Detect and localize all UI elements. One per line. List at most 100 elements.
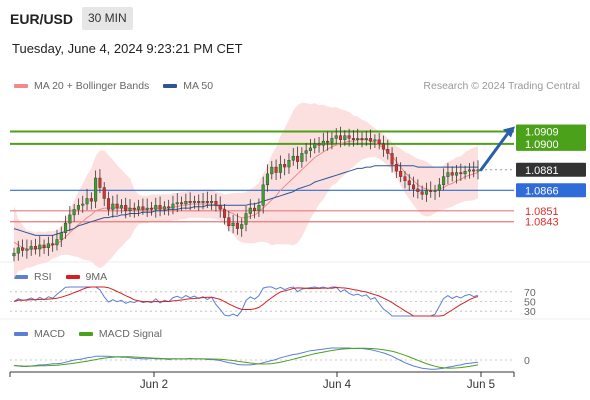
ma50-swatch <box>163 84 178 88</box>
candle-body <box>472 169 476 172</box>
candle-body <box>381 143 386 150</box>
candle-body <box>300 153 304 162</box>
candle-body <box>399 170 403 177</box>
macd-legend: MACD MACD Signal <box>14 328 162 340</box>
candle-body <box>227 217 231 227</box>
candle-body <box>416 188 420 192</box>
candle-body <box>59 232 63 240</box>
candle-body <box>55 239 59 246</box>
candle-body <box>145 207 149 210</box>
x-tick-label: Jun 5 <box>467 379 495 391</box>
candle-body <box>197 201 201 203</box>
candle-body <box>171 203 175 209</box>
candle-body <box>343 135 347 140</box>
candle-body <box>72 209 76 216</box>
candle-body <box>68 214 72 224</box>
candle-body <box>420 191 424 195</box>
level-label-1.0881: 1.0881 <box>525 165 559 177</box>
macd-swatch <box>14 332 28 336</box>
candle-body <box>351 138 355 140</box>
macd-signal-legend-label: MACD Signal <box>98 328 162 340</box>
forecast-arrow-head <box>503 126 515 138</box>
pair-title: EUR/USD <box>10 11 74 27</box>
candle-body <box>85 198 89 205</box>
candle-body <box>364 138 368 140</box>
candle-body <box>137 206 141 210</box>
level-label-1.0843: 1.0843 <box>525 217 559 229</box>
candle-body <box>308 147 312 151</box>
candle-body <box>274 166 278 173</box>
macd-line <box>13 347 479 370</box>
candle-body <box>115 203 119 209</box>
candle-body <box>390 153 394 165</box>
rsi-legend: RSI 9MA <box>14 271 107 283</box>
candle-body <box>265 173 270 186</box>
candle-body <box>102 187 106 199</box>
candle-body <box>33 246 38 250</box>
candle-body <box>141 206 145 210</box>
candle-body <box>81 203 85 206</box>
candle-body <box>12 252 16 257</box>
candle-body <box>180 202 184 205</box>
rsi-line <box>13 286 479 317</box>
level-label-bg-1.0900 <box>516 136 586 151</box>
candle-body <box>334 135 338 139</box>
candle-body <box>214 201 218 206</box>
header-bar: EUR/USD 30 MIN <box>0 0 590 36</box>
candle-body <box>369 138 373 142</box>
candle-body <box>317 143 321 146</box>
candle-body <box>201 201 205 203</box>
candle-body <box>476 169 480 172</box>
macd-legend-label: MACD <box>34 328 65 340</box>
candle-body <box>205 201 209 203</box>
candle-body <box>94 177 98 202</box>
candle-body <box>433 190 437 192</box>
level-label-1.0866: 1.0866 <box>525 185 559 197</box>
macd-signal-swatch <box>78 332 93 336</box>
candle-body <box>76 205 80 210</box>
ma50-legend-label: MA 50 <box>183 80 214 92</box>
candle-body <box>175 202 179 205</box>
rsi-9ma-swatch <box>65 275 80 279</box>
candle-body <box>106 198 111 210</box>
candle-body <box>210 201 214 203</box>
datetime-label: Tuesday, June 4, 2024 9:23:21 PM CET <box>12 41 243 56</box>
candle-body <box>412 184 416 190</box>
candle-body <box>51 243 55 246</box>
candle-body <box>278 164 282 173</box>
candle-body <box>253 207 257 211</box>
rsi-9ma-legend-label: 9MA <box>85 271 108 283</box>
candle-body <box>244 213 248 225</box>
rsi-level-label-50: 50 <box>524 297 536 309</box>
level-label-1.0900: 1.0900 <box>525 139 559 151</box>
candle-body <box>154 205 158 210</box>
candle-body <box>287 160 291 168</box>
candle-body <box>270 166 274 175</box>
forecast-arrow-shaft <box>479 133 509 172</box>
candle-body <box>283 164 287 168</box>
rsi-swatch <box>14 275 28 279</box>
candle-body <box>16 247 20 254</box>
candle-body <box>330 138 334 143</box>
candle-body <box>454 172 459 176</box>
candle-body <box>240 224 244 229</box>
candle-body <box>29 246 33 250</box>
candle-body <box>184 201 188 205</box>
ma20-legend-label: MA 20 + Bollinger Bands <box>34 80 150 92</box>
candle-body <box>304 150 308 154</box>
candle-body <box>394 164 398 172</box>
candle-body <box>192 201 196 203</box>
macd-signal-line <box>13 347 479 369</box>
level-label-1.0851: 1.0851 <box>525 206 559 218</box>
candle-body <box>89 198 93 202</box>
timeframe-button[interactable]: 30 MIN <box>82 7 133 30</box>
candle-body <box>158 205 162 210</box>
x-tick-label: Jun 2 <box>140 379 168 391</box>
candle-body <box>429 190 433 192</box>
candle-body <box>98 177 102 188</box>
candle-body <box>446 172 450 177</box>
level-label-bg-1.0866 <box>516 183 586 198</box>
candle-body <box>124 205 128 211</box>
candle-body <box>291 155 295 161</box>
